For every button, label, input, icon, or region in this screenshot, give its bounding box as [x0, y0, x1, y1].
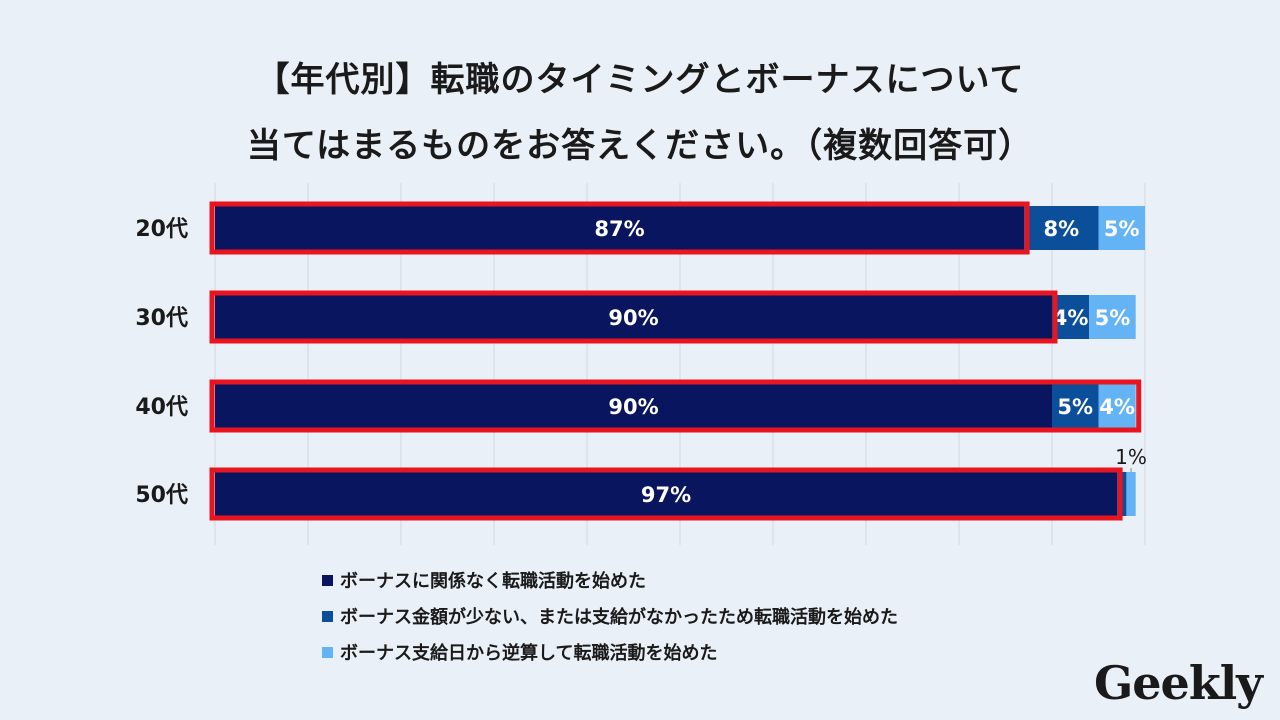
category-label: 40代: [135, 395, 188, 420]
data-label: 97%: [641, 483, 691, 507]
legend-swatch: [322, 574, 333, 586]
bar-segment: [215, 206, 1025, 250]
category-label: 30代: [135, 306, 188, 331]
legend-label: ボーナスに関係なく転職活動を始めた: [340, 571, 646, 592]
data-label: 1%: [1115, 445, 1147, 469]
category-label: 50代: [135, 483, 188, 508]
bar-segment: [215, 384, 1052, 428]
legend-item: ボーナス金額が少ない、または支給がなかったため転職活動を始めた: [322, 598, 898, 634]
legend-item: ボーナス支給日から逆算して転職活動を始めた: [322, 634, 898, 670]
data-label: 5%: [1057, 395, 1093, 419]
highlight-box: [209, 201, 1030, 255]
legend-swatch: [322, 610, 333, 622]
bar-segment: [215, 472, 1118, 516]
bar-segment: [1098, 384, 1136, 428]
chart-title-line1: 【年代別】転職のタイミングとボーナスについて: [255, 60, 1025, 100]
data-label: 90%: [608, 306, 658, 330]
data-label: 8%: [1043, 217, 1079, 241]
stacked-bar-chart: 20代 87% 8% 5%30代 90% 4% 5%40代 90% 5% 4%50代 97%1%: [135, 183, 1147, 545]
data-label: 90%: [608, 395, 658, 419]
data-label: 4%: [1099, 395, 1135, 419]
bar-segment: [1126, 472, 1136, 516]
data-label: 4%: [1053, 306, 1089, 330]
data-label: 5%: [1095, 306, 1131, 330]
bar-segment: [1052, 295, 1090, 339]
legend-label: ボーナス金額が少ない、または支給がなかったため転職活動を始めた: [340, 607, 898, 628]
highlight-box: [209, 290, 1058, 344]
highlight-box: [209, 379, 1142, 433]
legend-swatch: [322, 646, 333, 658]
category-label: 20代: [135, 217, 188, 242]
bar-segment: [215, 295, 1052, 339]
bar-segment: [1052, 384, 1099, 428]
legend: ボーナスに関係なく転職活動を始めた ボーナス金額が少ない、または支給がなかったた…: [322, 562, 898, 670]
bar-segment: [1098, 206, 1145, 250]
geekly-logo: Geekly: [1094, 656, 1263, 710]
chart-title-line2: 当てはまるものをお答えください。（複数回答可）: [246, 126, 1034, 166]
highlight-box: [209, 467, 1123, 521]
data-label: 5%: [1104, 217, 1140, 241]
legend-label: ボーナス支給日から逆算して転職活動を始めた: [340, 643, 718, 664]
bar-segment: [1089, 295, 1136, 339]
data-label: 87%: [594, 217, 644, 241]
bar-segment: [1024, 206, 1099, 250]
legend-item: ボーナスに関係なく転職活動を始めた: [322, 562, 898, 598]
